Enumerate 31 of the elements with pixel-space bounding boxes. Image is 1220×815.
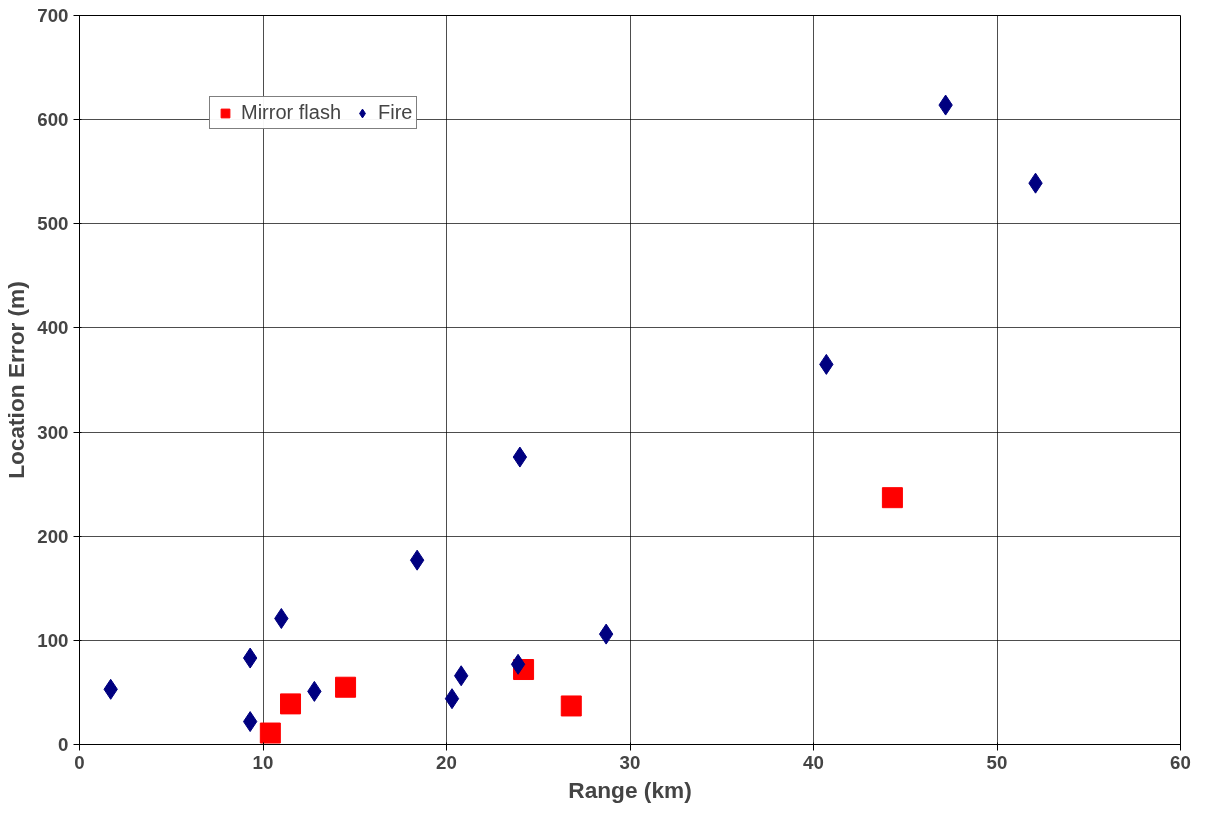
y-tick-label: 600 — [37, 109, 69, 131]
legend-label: Fire — [378, 101, 413, 124]
x-tick-label: 30 — [619, 751, 641, 773]
y-tick-label: 0 — [58, 734, 69, 755]
x-tick-label: 20 — [436, 751, 457, 773]
x-axis-title: Range (km) — [568, 776, 692, 803]
y-tick-label: 200 — [37, 525, 69, 547]
y-axis-title: Location Error (m) — [3, 281, 30, 479]
y-tick-label: 700 — [37, 5, 69, 26]
y-tick-label: 300 — [37, 421, 69, 443]
point — [510, 653, 526, 675]
y-tick-label: 400 — [37, 317, 69, 339]
point — [335, 676, 357, 698]
x-tick-label: 60 — [1170, 751, 1191, 773]
legend-label: Mirror flash — [241, 101, 342, 124]
x-tick-label: 10 — [252, 751, 274, 773]
point — [242, 711, 258, 733]
x-tick-label: 50 — [986, 751, 1008, 773]
point — [280, 693, 302, 715]
point — [560, 695, 582, 717]
y-tick-label: 500 — [37, 213, 69, 235]
y-tick-label: 100 — [37, 629, 69, 651]
point — [242, 647, 258, 669]
x-tick-label: 40 — [803, 751, 824, 773]
point — [881, 487, 903, 509]
point — [409, 549, 425, 571]
point — [598, 623, 614, 645]
point — [259, 722, 281, 744]
x-tick-label: 0 — [74, 751, 85, 773]
point — [512, 446, 528, 468]
point — [444, 688, 460, 710]
